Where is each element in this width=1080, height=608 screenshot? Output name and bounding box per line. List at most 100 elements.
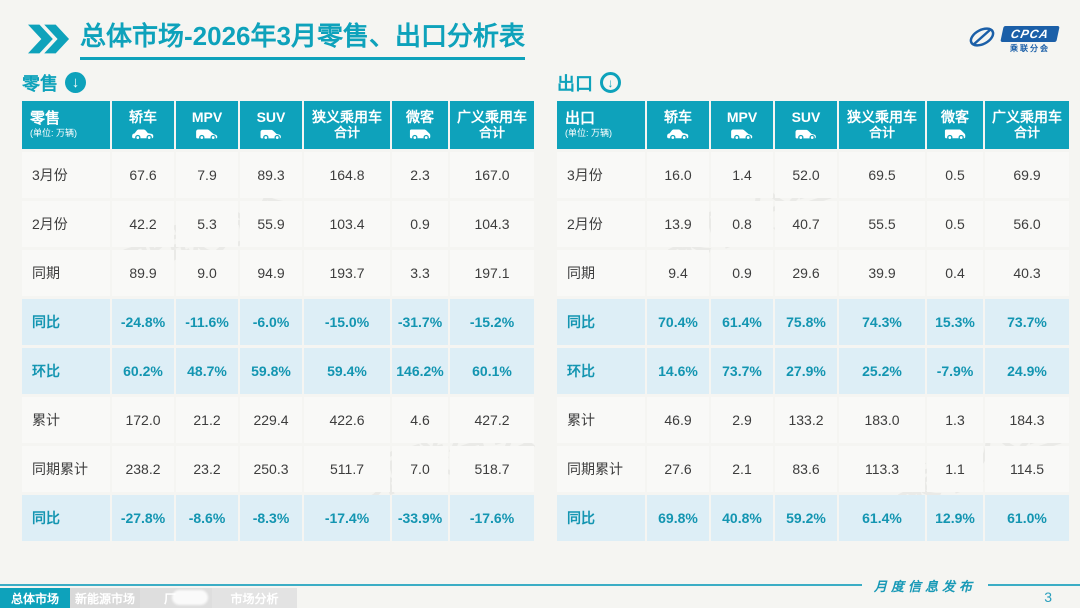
table-cell: 7.9 — [176, 151, 238, 198]
table-cell: 67.6 — [112, 151, 174, 198]
table-row: 累计 172.0 21.2 229.4 422.6 4.6 427.2 — [22, 396, 534, 443]
cpca-subtitle: 乘联分会 — [1009, 43, 1050, 53]
table-cell: 1.3 — [927, 396, 983, 443]
table-cell: 27.9% — [775, 347, 837, 394]
table-row: 3月份 16.0 1.4 52.0 69.5 0.5 69.9 — [557, 151, 1069, 198]
table-cell: 60.2% — [112, 347, 174, 394]
tab-nev-market[interactable]: 新能源市场 — [70, 588, 140, 608]
table-cell: 73.7% — [985, 298, 1069, 345]
table-cell: 238.2 — [112, 445, 174, 492]
table-row: 2月份 13.9 0.8 40.7 55.5 0.5 56.0 — [557, 200, 1069, 247]
retail-section-header: 零售 ↓ — [22, 70, 534, 96]
table-cell: -15.2% — [450, 298, 534, 345]
export-section-header: 出口 ↓ — [557, 70, 1069, 96]
row-label: 3月份 — [557, 151, 645, 198]
table-cell: 23.2 — [176, 445, 238, 492]
table-cell: -8.6% — [176, 494, 238, 541]
publish-label: 月度信息发布 — [861, 576, 988, 595]
table-cell: -33.9% — [392, 494, 448, 541]
column-label-line2: 合计 — [478, 124, 505, 140]
table-cell: 2.9 — [711, 396, 773, 443]
table-cell: 52.0 — [775, 151, 837, 198]
row-label: 2月份 — [22, 200, 110, 247]
table-row: 同期 89.9 9.0 94.9 193.7 3.3 197.1 — [22, 249, 534, 296]
table-cell: 7.0 — [392, 445, 448, 492]
table-cell: -27.8% — [112, 494, 174, 541]
table-cell: 16.0 — [647, 151, 709, 198]
table-cell: 511.7 — [304, 445, 390, 492]
header: 总体市场-2026年3月零售、出口分析表 CPCA 乘联分会 — [0, 0, 1080, 60]
table-row: 环比 60.2% 48.7% 59.8% 59.4% 146.2% 60.1% — [22, 347, 534, 394]
down-arrow-ring-icon: ↓ — [600, 72, 621, 94]
row-label: 2月份 — [557, 200, 645, 247]
table-cell: 172.0 — [112, 396, 174, 443]
table-cell: 167.0 — [450, 151, 534, 198]
table-row: 同比 70.4% 61.4% 75.8% 74.3% 15.3% 73.7% — [557, 298, 1069, 345]
tab-manufacturer[interactable]: 厂 — [140, 588, 212, 608]
column-header: 微客 — [927, 100, 983, 149]
table-cell: 42.2 — [112, 200, 174, 247]
table-cell: 40.7 — [775, 200, 837, 247]
table-cell: 103.4 — [304, 200, 390, 247]
table-cell: 89.3 — [240, 151, 302, 198]
table-cell: -7.9% — [927, 347, 983, 394]
table-cell: 193.7 — [304, 249, 390, 296]
column-label: 广义乘用车 — [992, 108, 1062, 125]
row-label: 同期 — [557, 249, 645, 296]
table-cell: 1.1 — [927, 445, 983, 492]
table-cell: 27.6 — [647, 445, 709, 492]
retail-corner-cell: 零售 (单位: 万辆) — [22, 100, 110, 149]
mpv-icon — [194, 126, 221, 141]
table-cell: 0.9 — [392, 200, 448, 247]
tab-label: 总体市场 — [10, 591, 59, 606]
cpca-wordmark: CPCA — [1000, 25, 1060, 42]
column-header: 微客 — [392, 100, 448, 149]
footer-tab-bar: 总体市场 新能源市场 厂 市场分析 — [0, 588, 297, 608]
table-cell: 83.6 — [775, 445, 837, 492]
table-cell: 25.2% — [839, 347, 925, 394]
table-cell: 13.9 — [647, 200, 709, 247]
table-cell: 146.2% — [392, 347, 448, 394]
tab-market-analysis[interactable]: 市场分析 — [212, 588, 297, 608]
tab-label: 新能源市场 — [74, 591, 135, 606]
column-label-line2: 合计 — [333, 124, 360, 140]
table-cell: -31.7% — [392, 298, 448, 345]
row-label: 环比 — [557, 347, 645, 394]
table-cell: 24.9% — [985, 347, 1069, 394]
table-row: 同期累计 27.6 2.1 83.6 113.3 1.1 114.5 — [557, 445, 1069, 492]
table-cell: 74.3% — [839, 298, 925, 345]
cpca-swoosh-icon — [967, 24, 997, 55]
table-cell: 40.8% — [711, 494, 773, 541]
retail-table: 零售 (单位: 万辆) 轿车 MPV SUV 狭义乘用车 合计 微客 广义乘用车 合计 3月份 67.… — [22, 100, 534, 541]
table-cell: -17.6% — [450, 494, 534, 541]
row-label: 环比 — [22, 347, 110, 394]
obscuring-blob — [172, 590, 208, 605]
table-row: 累计 46.9 2.9 133.2 183.0 1.3 184.3 — [557, 396, 1069, 443]
column-header: MPV — [176, 100, 238, 149]
tab-total-market[interactable]: 总体市场 — [0, 588, 70, 608]
column-label: 狭义乘用车 — [847, 108, 917, 125]
column-header: 广义乘用车 合计 — [985, 100, 1069, 149]
column-header: MPV — [711, 100, 773, 149]
table-cell: -24.8% — [112, 298, 174, 345]
table-cell: 2.1 — [711, 445, 773, 492]
table-cell: 29.6 — [775, 249, 837, 296]
table-cell: 0.5 — [927, 200, 983, 247]
table-cell: 1.4 — [711, 151, 773, 198]
table-cell: 133.2 — [775, 396, 837, 443]
export-corner-cell: 出口 (单位: 万辆) — [557, 100, 645, 149]
footer-rule — [0, 584, 1080, 586]
export-section-label: 出口 — [557, 73, 593, 94]
retail-table-header: 零售 (单位: 万辆) 轿车 MPV SUV 狭义乘用车 合计 微客 广义乘用车 合计 — [22, 100, 534, 149]
table-cell: 73.7% — [711, 347, 773, 394]
retail-section-label: 零售 — [22, 73, 58, 94]
row-label: 同比 — [557, 298, 645, 345]
table-cell: 21.2 — [176, 396, 238, 443]
table-cell: 69.5 — [839, 151, 925, 198]
row-label: 同比 — [22, 298, 110, 345]
table-cell: -6.0% — [240, 298, 302, 345]
table-cell: 15.3% — [927, 298, 983, 345]
sedan-icon — [665, 126, 692, 141]
retail-table-block: 零售 ↓ 零售 (单位: 万辆) 轿车 MPV SUV 狭义乘用车 合计 微客 广义乘用车 合计 3… — [22, 70, 534, 544]
